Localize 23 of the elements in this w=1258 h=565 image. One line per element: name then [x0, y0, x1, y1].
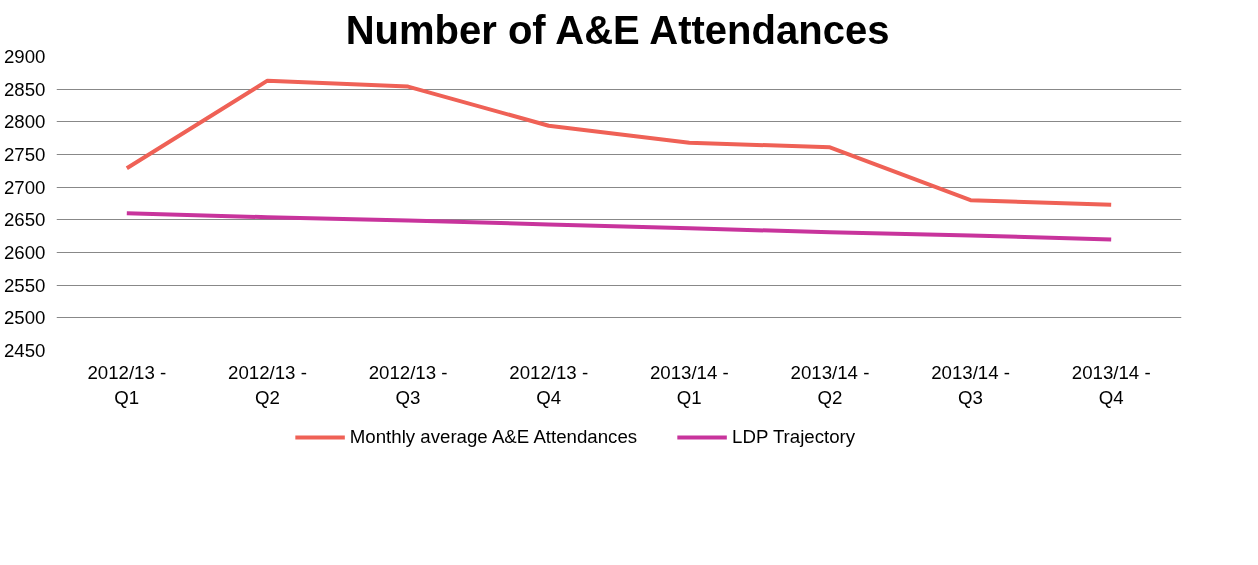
y-tick-label: 2700	[4, 176, 46, 198]
x-tick-label: 2013/14 - Q3	[931, 361, 1010, 408]
y-tick-label: 2650	[4, 209, 46, 231]
y-tick-label: 2850	[4, 78, 46, 100]
x-tick-label: 2012/13 - Q1	[87, 361, 167, 408]
legend-label: LDP Trajectory	[732, 426, 856, 448]
line-series	[124, 78, 1114, 207]
chart-title: Number of A&E Attendances	[345, 7, 890, 52]
y-tick-label: 2500	[4, 307, 46, 329]
y-tick-label: 2600	[4, 242, 46, 263]
x-tick-label: 2012/13 - Q2	[228, 361, 307, 408]
y-tick-label: 2450	[4, 340, 46, 361]
x-tick-label: 2013/14 - Q4	[1071, 361, 1151, 408]
x-tick-label: 2013/14 - Q1	[649, 361, 729, 408]
y-tick-label: 2900	[4, 46, 46, 67]
y-tick-label: 2750	[4, 144, 46, 165]
y-tick-label: 2550	[4, 274, 46, 296]
x-tick-label: 2012/13 - Q4	[509, 361, 589, 408]
x-tick-label: 2013/14 - Q2	[790, 361, 870, 408]
x-tick-label: 2012/13 - Q3	[368, 361, 448, 408]
legend-label: Monthly average A&E Attendances	[349, 426, 638, 448]
line-series	[124, 211, 1114, 242]
y-tick-label: 2800	[4, 111, 46, 133]
